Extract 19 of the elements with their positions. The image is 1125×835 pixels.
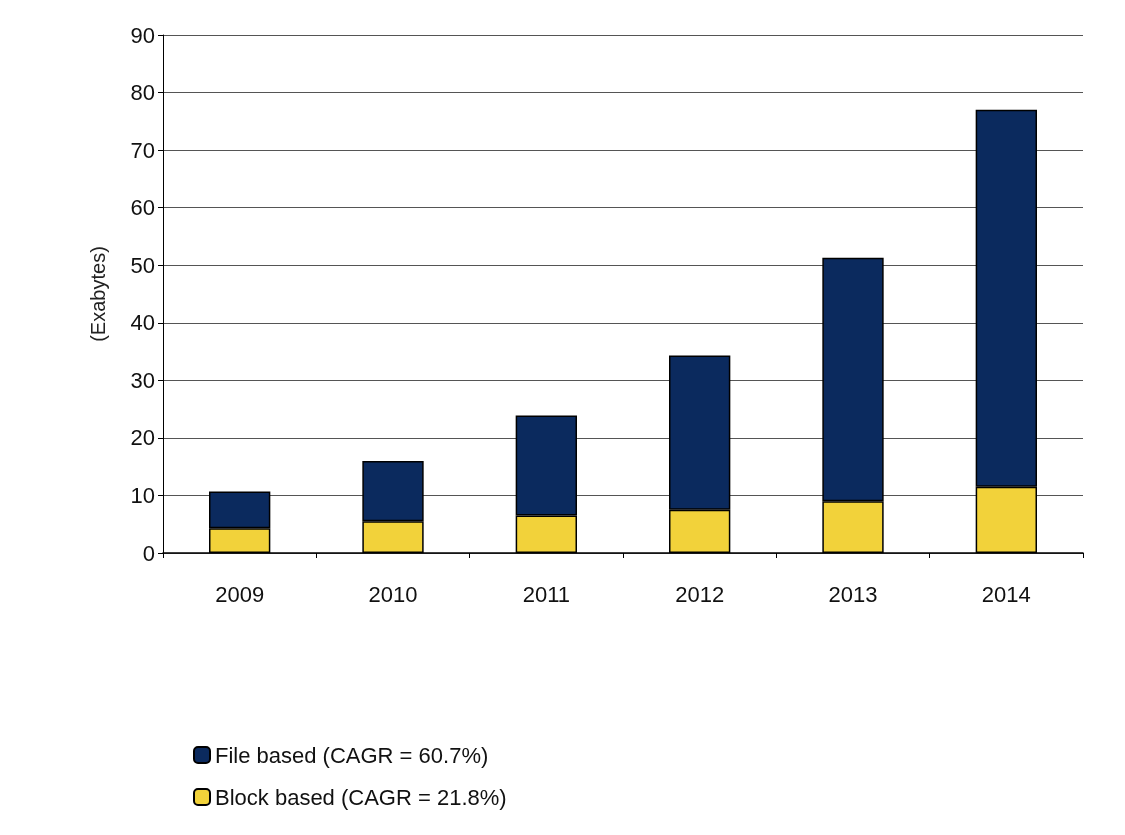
- legend-label: File based (CAGR = 60.7%): [215, 742, 489, 768]
- y-axis-title: (Exabytes): [87, 246, 109, 342]
- x-tick-label: 2013: [828, 581, 878, 607]
- y-tick-label: 20: [130, 425, 155, 451]
- y-tick-label: 0: [142, 540, 155, 566]
- y-tick-label: 40: [130, 310, 155, 336]
- x-tick-label: 2012: [675, 581, 725, 607]
- x-tick-label: 2009: [215, 581, 265, 607]
- y-tick-label: 60: [130, 195, 155, 221]
- x-tick-label: 2014: [981, 581, 1031, 607]
- y-tick-label: 70: [130, 137, 155, 163]
- y-tick-label: 90: [130, 22, 155, 48]
- y-tick-label: 30: [130, 367, 155, 393]
- x-tick-label: 2010: [368, 581, 418, 607]
- y-tick-label: 50: [130, 252, 155, 278]
- x-tick-label: 2011: [522, 581, 570, 607]
- y-tick-label: 80: [130, 80, 155, 106]
- y-tick-label: 10: [130, 482, 155, 508]
- legend-label: Block based (CAGR = 21.8%): [215, 784, 507, 810]
